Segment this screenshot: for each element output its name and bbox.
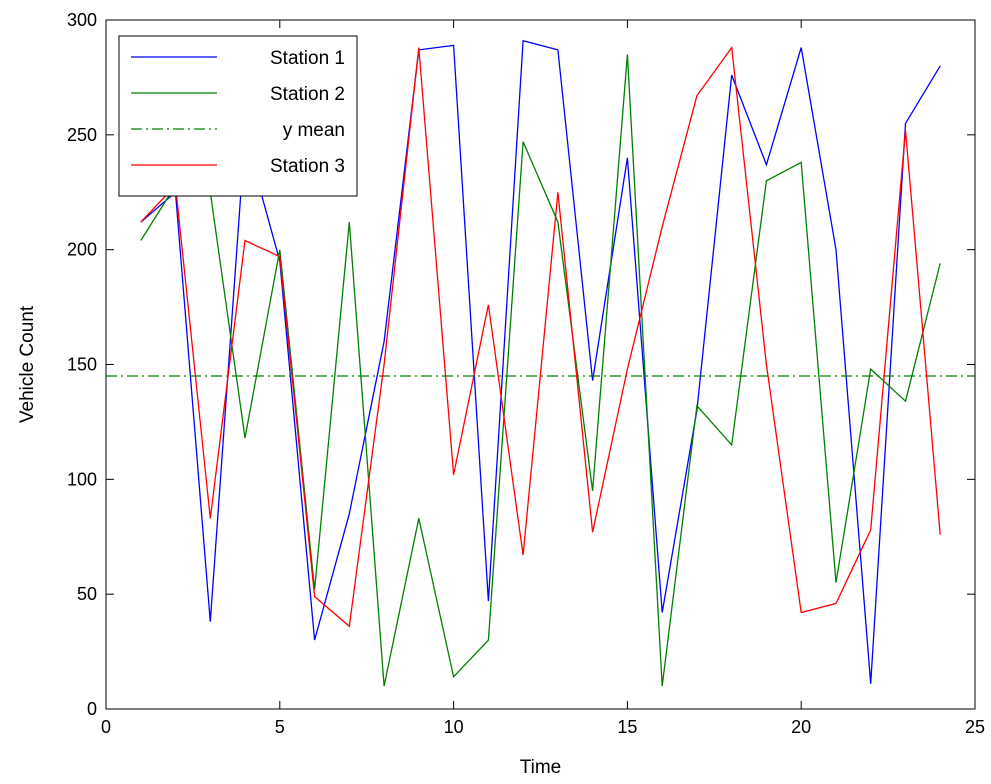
legend-label: y mean bbox=[283, 120, 345, 141]
y-tick-label: 50 bbox=[77, 584, 97, 604]
legend-label: Station 3 bbox=[270, 156, 345, 177]
series-line-station-2 bbox=[140, 54, 941, 687]
axes: 0 5 10 15 20 25050100150200250300TimeVehicle … bbox=[17, 10, 985, 778]
y-tick-label: 300 bbox=[67, 10, 97, 30]
x-tick-label: 0 bbox=[101, 717, 111, 737]
x-tick-label: 5 bbox=[275, 717, 285, 737]
y-axis-label: Vehicle Count bbox=[17, 305, 38, 423]
y-tick-label: 0 bbox=[87, 699, 97, 719]
plot-marks bbox=[106, 39, 975, 687]
x-tick-label: 25 bbox=[965, 717, 985, 737]
x-tick-label: 15 bbox=[617, 717, 637, 737]
y-tick-label: 100 bbox=[67, 469, 97, 489]
y-tick-label: 150 bbox=[67, 355, 97, 375]
y-tick-label: 200 bbox=[67, 240, 97, 260]
x-tick-label: 20 bbox=[791, 717, 811, 737]
legend-box bbox=[118, 35, 358, 197]
y-tick-label: 250 bbox=[67, 125, 97, 145]
series-line-station-3 bbox=[140, 45, 941, 628]
x-axis-label: Time bbox=[520, 757, 562, 778]
legend-label: Station 1 bbox=[270, 48, 345, 69]
legend: Station 1 Station 2 y mean Station 3 bbox=[118, 35, 358, 197]
x-tick-label: 10 bbox=[444, 717, 464, 737]
legend-label: Station 2 bbox=[270, 84, 345, 105]
series-line-station-1 bbox=[140, 39, 941, 684]
